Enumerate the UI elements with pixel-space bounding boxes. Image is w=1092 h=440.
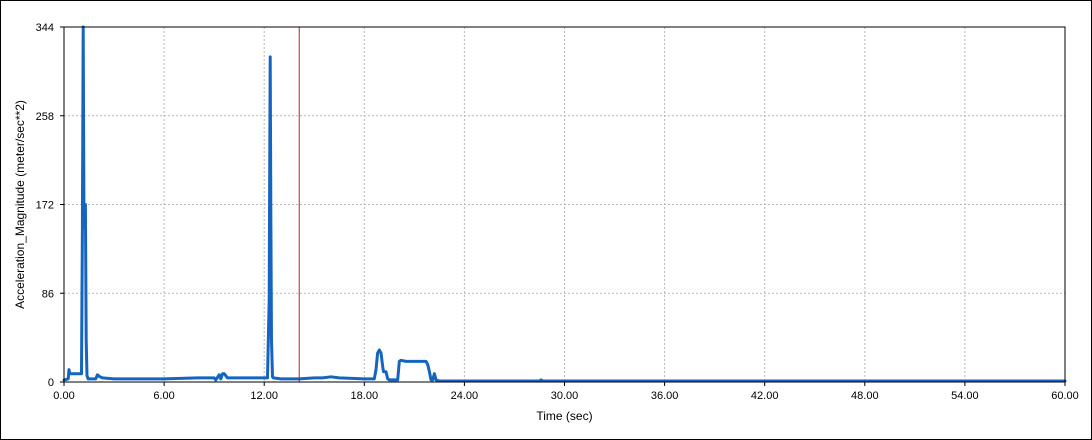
series-layer [62, 25, 1067, 383]
x-tick-label: 36.00 [651, 390, 679, 402]
y-axis-title: Acceleration_Magnitude (meter/sec**2) [13, 100, 27, 309]
x-tick-label: 60.00 [1051, 390, 1079, 402]
y-tick-label: 258 [36, 111, 54, 123]
x-tick-label: 0.00 [53, 390, 74, 402]
x-tick-label: 12.00 [250, 390, 278, 402]
x-tick-label: 48.00 [851, 390, 879, 402]
tick-layer: 0.00 6.00 12.00 18.00 24.00 30.00 36.00 42.00 48… [36, 22, 1079, 402]
x-tick-label: 42.00 [751, 390, 779, 402]
x-tick-label: 24.00 [451, 390, 479, 402]
x-axis-title: Time (sec) [536, 409, 592, 423]
grid-layer [64, 27, 1065, 382]
x-tick-label: 6.00 [153, 390, 174, 402]
y-tick-label: 0 [48, 377, 54, 389]
y-tick-label: 86 [42, 288, 54, 300]
y-tick-label: 172 [36, 200, 54, 212]
x-tick-label: 30.00 [551, 390, 579, 402]
x-tick-label: 18.00 [351, 390, 379, 402]
y-tick-label: 344 [36, 22, 54, 34]
x-tick-label: 54.00 [951, 390, 979, 402]
